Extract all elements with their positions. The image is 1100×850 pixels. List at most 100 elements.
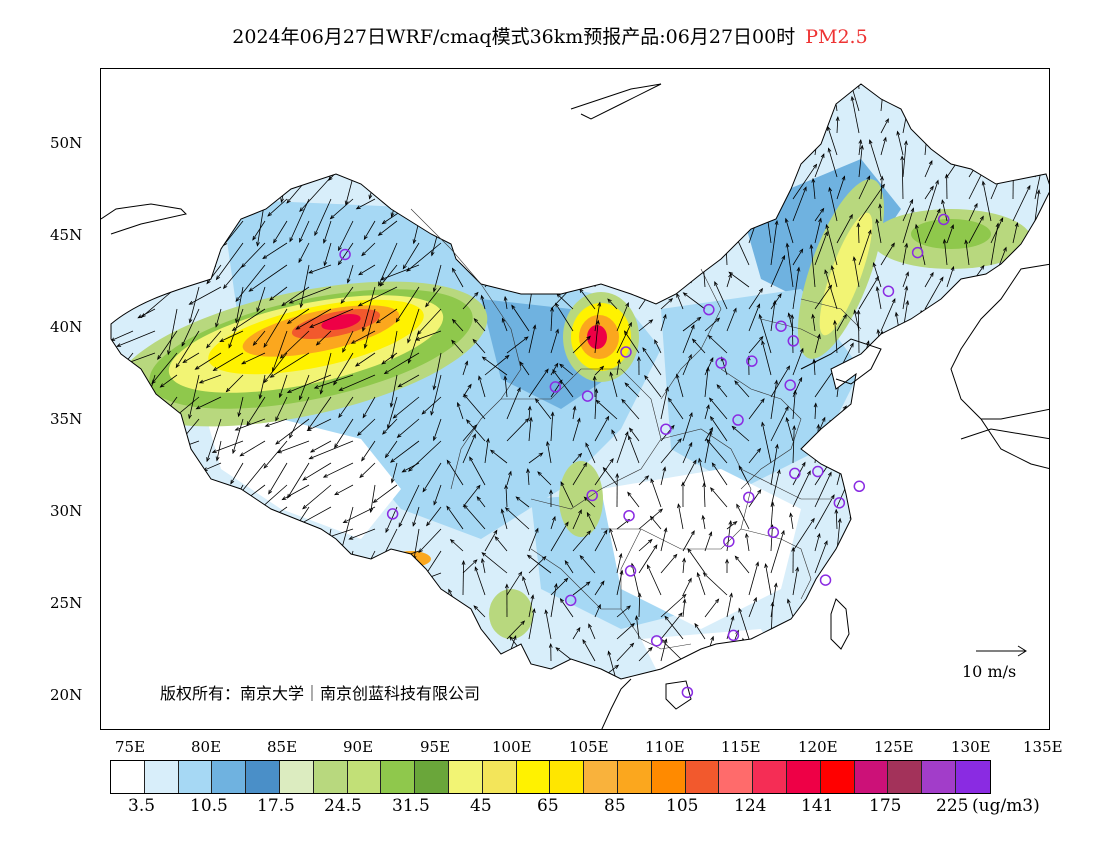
wind-arrowhead	[585, 442, 590, 448]
wind-arrowhead	[323, 238, 327, 244]
wind-arrow	[144, 594, 156, 621]
wind-arrowhead	[364, 675, 369, 679]
wind-arrow	[525, 274, 530, 288]
wind-arrowhead	[1023, 520, 1028, 526]
wind-arrowhead	[771, 178, 776, 184]
wind-arrowhead	[387, 199, 392, 205]
wind-arrow	[356, 198, 376, 210]
wind-arrow	[122, 616, 134, 634]
wind-arrowhead	[430, 251, 435, 257]
wind-arrowhead	[978, 507, 982, 513]
wind-arrowhead	[1035, 232, 1040, 238]
wind-arrowhead	[648, 646, 653, 652]
wind-arrowhead	[548, 642, 553, 648]
wind-arrow	[223, 264, 244, 289]
wind-arrowhead	[288, 299, 294, 304]
wind-arrow	[402, 462, 420, 473]
wind-arrow	[380, 550, 398, 570]
wind-arrow	[1012, 364, 1019, 398]
wind-arrowhead	[600, 580, 605, 586]
wind-arrow	[897, 131, 904, 156]
wind-arrow	[506, 620, 525, 640]
wind-arrowhead	[663, 638, 668, 644]
wind-arrowhead	[744, 666, 749, 672]
wind-arrowhead	[1028, 339, 1033, 345]
wind-arrowhead	[702, 482, 707, 488]
wind-arrowhead	[189, 197, 195, 202]
wind-arrow	[425, 286, 442, 307]
wind-arrowhead	[186, 166, 192, 170]
wind-arrow	[792, 462, 806, 486]
wind-arrowhead	[562, 178, 567, 183]
wind-arrowhead	[644, 475, 650, 480]
wind-arrowhead	[777, 160, 781, 166]
wind-arrowhead	[828, 186, 833, 192]
wind-arrow	[682, 192, 696, 222]
wind-arrow	[532, 690, 551, 705]
wind-arrowhead	[898, 538, 903, 544]
wind-arrowhead	[869, 538, 873, 544]
wind-arrowhead	[305, 619, 311, 625]
wind-arrowhead	[335, 579, 341, 584]
wind-arrowhead	[727, 113, 733, 118]
wind-arrowhead	[701, 248, 706, 254]
wind-arrow	[880, 298, 896, 332]
wind-arrow	[125, 88, 134, 114]
wind-arrowhead	[592, 375, 597, 381]
wind-arrowhead	[536, 258, 541, 264]
wind-arrow	[924, 349, 928, 376]
wind-arrowhead	[650, 217, 656, 223]
wind-arrowhead	[209, 212, 214, 218]
wind-arrow	[474, 318, 486, 332]
wind-arrowhead	[711, 75, 715, 79]
wind-arrowhead	[346, 278, 351, 284]
wind-arrow	[415, 638, 442, 672]
wind-arrowhead	[832, 86, 837, 92]
wind-arrowhead	[821, 416, 826, 422]
wind-arrow	[154, 110, 178, 134]
wind-arrow	[232, 308, 266, 331]
wind-arrowhead	[123, 444, 128, 450]
wind-arrow	[792, 377, 803, 398]
wind-arrowhead	[113, 252, 119, 257]
wind-arrowhead	[785, 242, 790, 248]
wind-arrow	[334, 484, 354, 496]
wind-arrowhead	[756, 447, 762, 453]
wind-arrow	[714, 184, 728, 200]
wind-arrow	[380, 264, 420, 281]
wind-arrowhead	[904, 109, 909, 115]
legend-swatch	[144, 761, 179, 793]
wind-arrow	[304, 110, 310, 134]
wind-arrowhead	[1027, 145, 1032, 151]
legend-swatch	[651, 761, 686, 793]
wind-arrow	[990, 478, 996, 508]
wind-arrowhead	[615, 472, 620, 478]
wind-arrowhead	[636, 356, 641, 361]
wind-arrow	[238, 528, 244, 547]
wind-arrowhead	[395, 317, 400, 323]
wind-arrow	[897, 526, 904, 552]
wind-arrow	[638, 647, 653, 662]
wind-arrow	[417, 308, 442, 335]
wind-arrow	[378, 132, 398, 148]
wind-arrowhead	[872, 402, 877, 408]
wind-arrow	[1034, 503, 1041, 530]
wind-arrow	[384, 352, 420, 374]
lat-label: 50N	[50, 134, 83, 152]
wind-arrowhead	[162, 250, 167, 255]
wind-arrow	[320, 352, 332, 394]
wind-arrowhead	[552, 369, 557, 374]
wind-arrowhead	[176, 106, 182, 111]
wind-arrowhead	[835, 618, 839, 624]
wind-arrow	[858, 469, 874, 508]
wind-arrow	[586, 512, 596, 530]
wind-arrowhead	[764, 204, 769, 210]
wind-arrow	[638, 319, 653, 332]
wind-arrowhead	[895, 435, 900, 441]
station-marker	[660, 423, 672, 435]
wind-arrowhead	[818, 217, 822, 223]
wind-arrow	[814, 533, 821, 552]
wind-arrowhead	[794, 647, 798, 653]
wind-arrow	[858, 230, 872, 266]
wind-arrowhead	[939, 594, 944, 600]
